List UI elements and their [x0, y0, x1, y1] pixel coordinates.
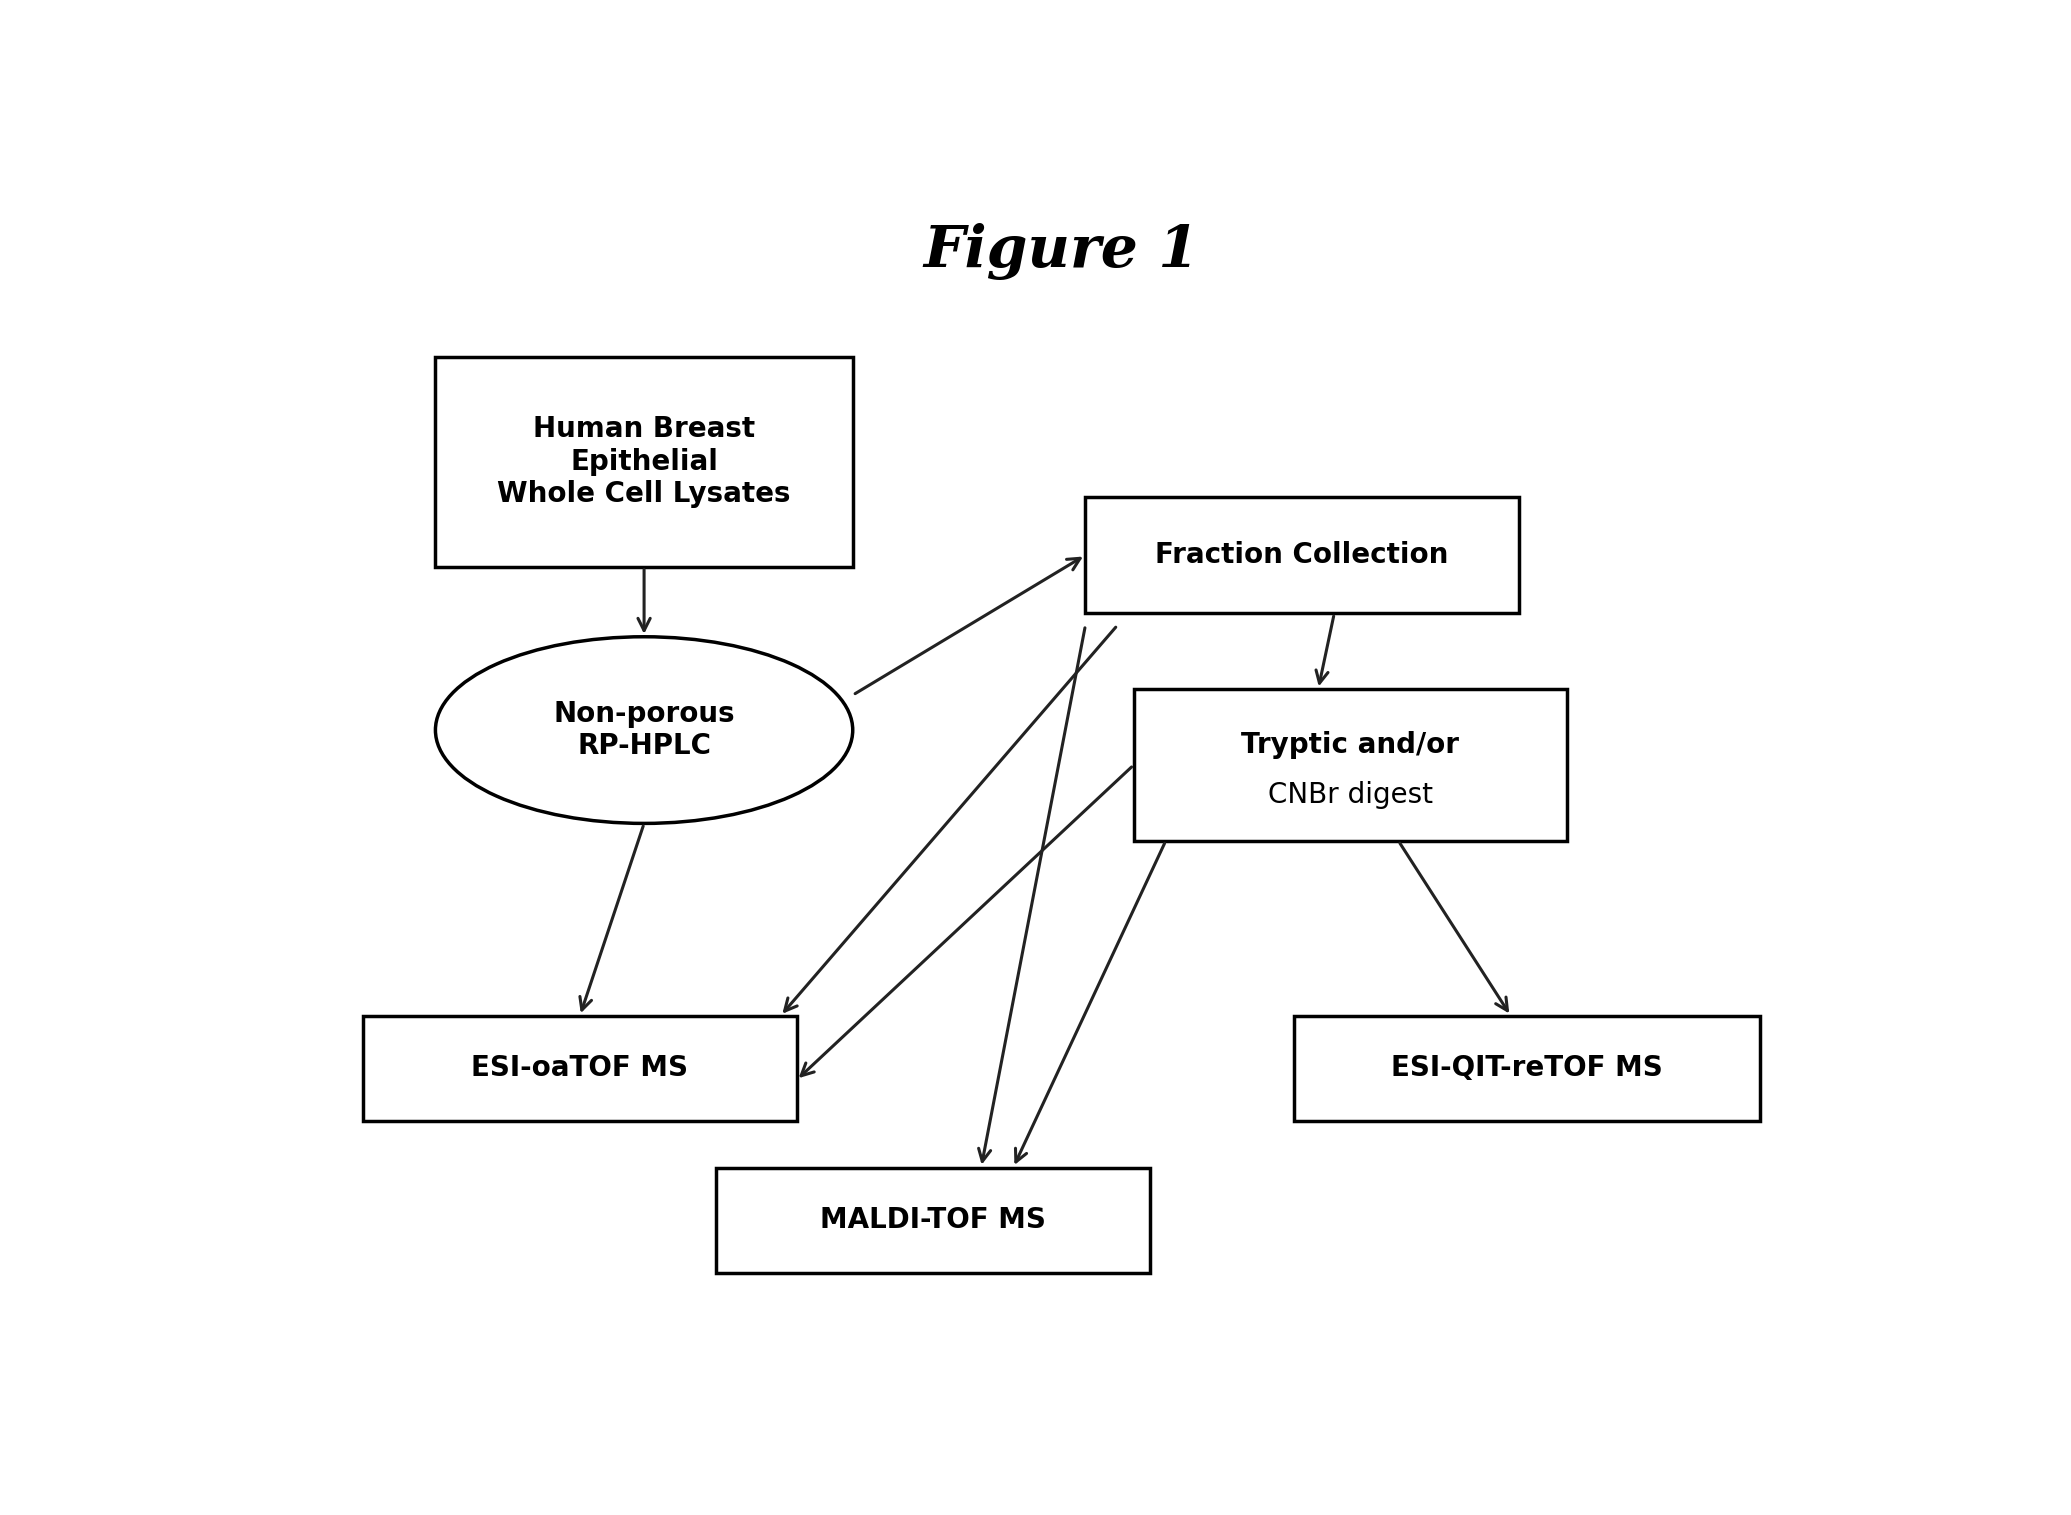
- Text: Tryptic and/or: Tryptic and/or: [1241, 732, 1460, 759]
- Text: Non-porous
RP-HPLC: Non-porous RP-HPLC: [553, 700, 735, 761]
- FancyBboxPatch shape: [362, 1017, 797, 1121]
- Text: Fraction Collection: Fraction Collection: [1156, 541, 1450, 570]
- Text: MALDI-TOF MS: MALDI-TOF MS: [820, 1206, 1046, 1235]
- FancyBboxPatch shape: [1133, 689, 1568, 841]
- FancyBboxPatch shape: [435, 356, 853, 567]
- Text: ESI-QIT-reTOF MS: ESI-QIT-reTOF MS: [1392, 1054, 1663, 1082]
- Text: CNBr digest: CNBr digest: [1267, 782, 1433, 809]
- Text: ESI-oaTOF MS: ESI-oaTOF MS: [472, 1054, 688, 1082]
- Ellipse shape: [435, 636, 853, 824]
- FancyBboxPatch shape: [1294, 1017, 1760, 1121]
- Text: Figure 1: Figure 1: [924, 223, 1199, 280]
- FancyBboxPatch shape: [1085, 497, 1518, 614]
- FancyBboxPatch shape: [717, 1168, 1149, 1273]
- Text: Human Breast
Epithelial
Whole Cell Lysates: Human Breast Epithelial Whole Cell Lysat…: [497, 415, 791, 508]
